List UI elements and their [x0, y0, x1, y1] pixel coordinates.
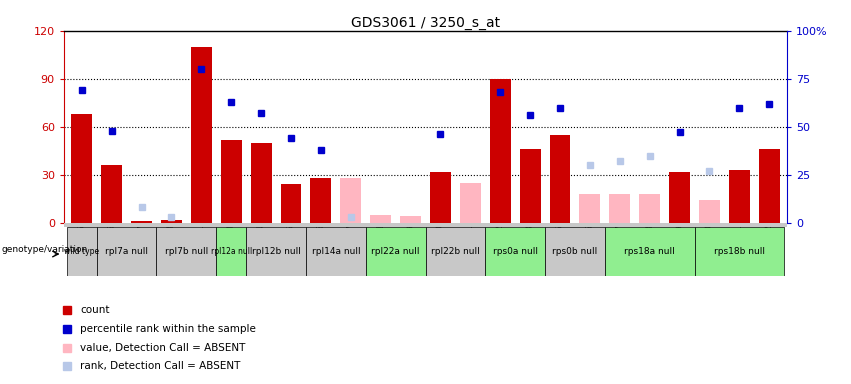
Bar	[161, 220, 182, 223]
Bar	[251, 143, 271, 223]
Bar	[426, 227, 485, 276]
Bar	[246, 227, 306, 276]
Bar	[400, 216, 421, 223]
Bar	[609, 194, 631, 223]
Bar	[216, 227, 246, 276]
Text: rps18b null: rps18b null	[714, 247, 765, 256]
Bar	[131, 221, 152, 223]
Bar	[460, 183, 481, 223]
Bar	[97, 227, 157, 276]
Text: rpl22b null: rpl22b null	[431, 247, 480, 256]
Bar	[545, 227, 605, 276]
Text: rps0a null: rps0a null	[493, 247, 538, 256]
Bar	[430, 172, 451, 223]
Bar	[281, 184, 301, 223]
Bar	[370, 215, 391, 223]
Text: genotype/variation: genotype/variation	[1, 245, 88, 253]
Bar	[605, 227, 694, 276]
Bar	[157, 227, 216, 276]
Bar	[580, 194, 600, 223]
Bar	[759, 149, 780, 223]
Text: rpl12a null: rpl12a null	[210, 247, 252, 256]
Bar	[694, 227, 784, 276]
Text: wild type: wild type	[64, 247, 100, 256]
Bar	[67, 227, 97, 276]
Text: rps18a null: rps18a null	[625, 247, 675, 256]
Text: value, Detection Call = ABSENT: value, Detection Call = ABSENT	[80, 343, 245, 353]
Bar	[639, 194, 660, 223]
Bar	[220, 139, 242, 223]
Text: rps0b null: rps0b null	[552, 247, 597, 256]
Bar	[699, 200, 720, 223]
Text: percentile rank within the sample: percentile rank within the sample	[80, 324, 256, 334]
Text: rank, Detection Call = ABSENT: rank, Detection Call = ABSENT	[80, 361, 241, 371]
Bar	[340, 178, 361, 223]
Bar	[311, 178, 331, 223]
Bar	[729, 170, 750, 223]
Bar	[550, 135, 570, 223]
Bar	[669, 172, 690, 223]
Bar	[490, 79, 511, 223]
Bar	[485, 227, 545, 276]
Bar	[101, 165, 122, 223]
Bar	[71, 114, 92, 223]
Text: count: count	[80, 305, 110, 315]
Bar	[306, 227, 366, 276]
Bar	[366, 227, 426, 276]
Text: rpl22a null: rpl22a null	[371, 247, 420, 256]
Title: GDS3061 / 3250_s_at: GDS3061 / 3250_s_at	[351, 16, 500, 30]
Bar	[520, 149, 540, 223]
Text: rpl7a null: rpl7a null	[105, 247, 148, 256]
Bar	[191, 47, 212, 223]
Text: rpl7b null: rpl7b null	[165, 247, 208, 256]
Text: rpl12b null: rpl12b null	[252, 247, 300, 256]
Text: rpl14a null: rpl14a null	[311, 247, 360, 256]
